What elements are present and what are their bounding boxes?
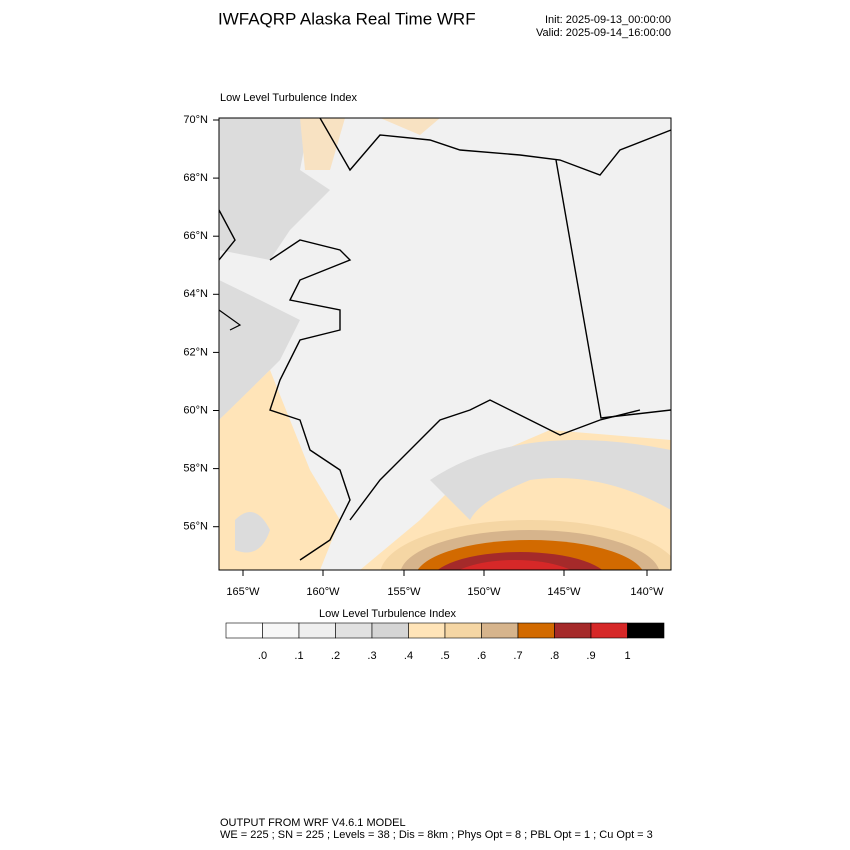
init-time: Init: 2025-09-13_00:00:00 (545, 14, 671, 26)
lat-label: 60°N (183, 404, 208, 416)
map (219, 118, 671, 570)
lat-label: 68°N (183, 172, 208, 184)
title: IWFAQRP Alaska Real Time WRF (218, 9, 476, 28)
lat-label: 56°N (183, 521, 208, 533)
colorbar-box (517, 622, 555, 639)
lat-label: 64°N (183, 288, 208, 300)
colorbar-box (225, 622, 263, 639)
colorbar-box (262, 622, 300, 639)
map-subtitle: Low Level Turbulence Index (220, 92, 357, 104)
colorbar-label: .8 (550, 650, 559, 662)
lat-label: 62°N (183, 346, 208, 358)
colorbar-box (371, 622, 409, 639)
colorbar-label: .6 (477, 650, 486, 662)
colorbar-label: 1 (624, 650, 630, 662)
colorbar-box (590, 622, 628, 639)
lon-label: 140°W (630, 586, 664, 598)
lat-label: 70°N (183, 114, 208, 126)
valid-time: Valid: 2025-09-14_16:00:00 (536, 27, 671, 39)
colorbar-label: .0 (258, 650, 267, 662)
colorbar-label: .9 (586, 650, 595, 662)
colorbar-box (627, 622, 665, 639)
footer-line: OUTPUT FROM WRF V4.6.1 MODEL (220, 817, 406, 829)
colorbar-box (554, 622, 592, 639)
colorbar-title: Low Level Turbulence Index (319, 608, 456, 620)
colorbar-label: .3 (367, 650, 376, 662)
colorbar-box (481, 622, 519, 639)
colorbar-label: .2 (331, 650, 340, 662)
map-frame (218, 117, 672, 571)
lon-label: 155°W (387, 586, 421, 598)
colorbar-label: .5 (440, 650, 449, 662)
lon-label: 165°W (226, 586, 260, 598)
colorbar-label: .4 (404, 650, 413, 662)
footer-line: WE = 225 ; SN = 225 ; Levels = 38 ; Dis … (220, 829, 653, 841)
lon-label: 150°W (467, 586, 501, 598)
colorbar-box (298, 622, 336, 639)
colorbar-label: .7 (513, 650, 522, 662)
colorbar-box (335, 622, 373, 639)
colorbar-box (444, 622, 482, 639)
lon-label: 160°W (306, 586, 340, 598)
lat-label: 58°N (183, 463, 208, 475)
lon-label: 145°W (547, 586, 581, 598)
colorbar-box (408, 622, 446, 639)
colorbar-label: .1 (294, 650, 303, 662)
lat-label: 66°N (183, 230, 208, 242)
